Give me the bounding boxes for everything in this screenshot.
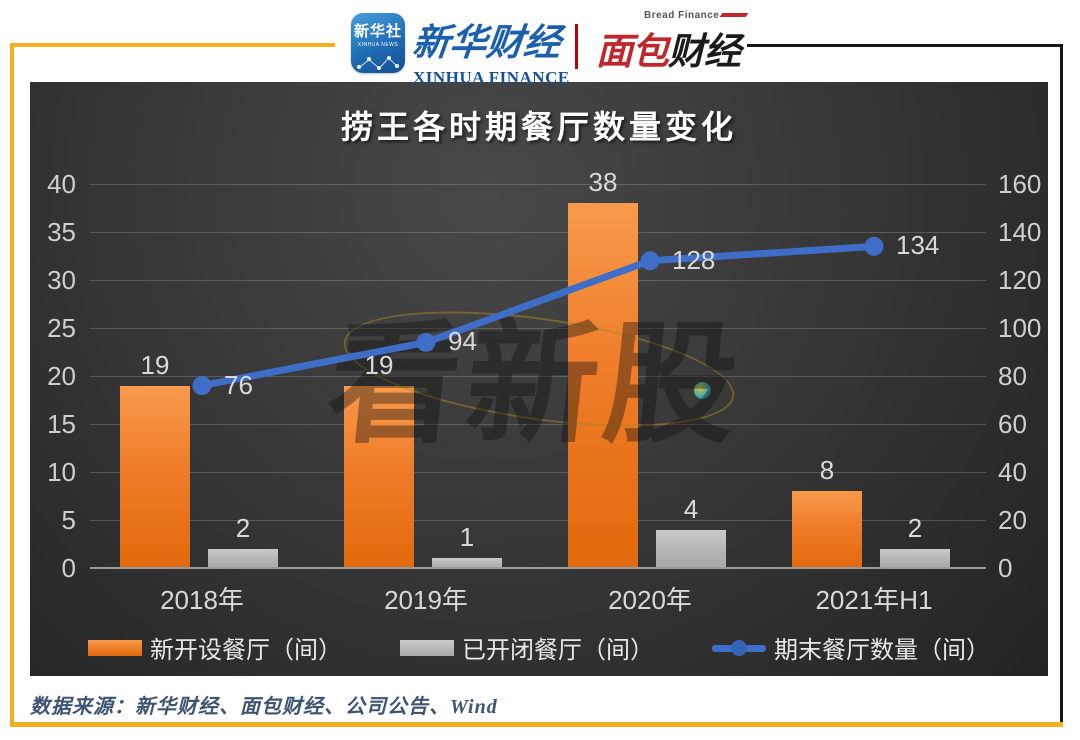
gridline [90, 184, 986, 185]
data-source-note: 数据来源：新华财经、面包财经、公司公告、Wind [30, 696, 498, 718]
bread-finance-cn-label: 面包财经 [596, 31, 741, 72]
x-axis-label: 2021年H1 [815, 585, 933, 615]
x-axis-label: 2019年 [384, 585, 468, 615]
left-axis-tick: 25 [47, 313, 76, 343]
bar-value-label: 38 [588, 167, 618, 198]
left-axis-tick: 0 [61, 553, 76, 583]
bar-value-label: 8 [819, 455, 835, 486]
frame-border-right [1060, 44, 1063, 727]
line-value-label: 134 [896, 230, 940, 261]
xinhua-news-en-label: XINHUA NEWS [357, 42, 399, 48]
right-axis-tick: 140 [998, 217, 1042, 247]
legend-item-1: 新开设餐厅（间） [88, 630, 342, 665]
frame-border-bottom [10, 722, 1063, 727]
right-axis-tick: 40 [998, 457, 1027, 487]
right-axis-tick: 80 [998, 361, 1027, 391]
bar-value-label: 4 [683, 493, 699, 524]
bar-新开设餐厅（间）-2019年 [344, 385, 414, 568]
left-axis-tick: 35 [47, 217, 76, 247]
swoosh-icon [720, 13, 749, 18]
x-axis-label: 2018年 [160, 585, 244, 615]
bar-value-label: 2 [235, 512, 251, 543]
right-axis-tick: 100 [998, 313, 1042, 343]
bar-已开闭餐厅（间）-2020年 [656, 529, 726, 568]
bar-新开设餐厅（间）-2021年H1 [792, 491, 862, 568]
gridline [90, 376, 986, 377]
gridline [90, 280, 986, 281]
line-series [192, 236, 884, 396]
gridline [90, 472, 986, 473]
gridline [90, 328, 986, 329]
gridline [90, 232, 986, 233]
line-value-label: 94 [448, 326, 477, 357]
bar-新开设餐厅（间）-2020年 [568, 203, 638, 568]
logo-divider [575, 24, 578, 69]
left-axis-tick: 30 [47, 265, 76, 295]
line-value-label: 76 [224, 369, 253, 400]
legend-swatch-icon [88, 639, 142, 656]
legend-label: 期末餐厅数量（间） [774, 637, 990, 664]
legend-item-2: 已开闭餐厅（间） [400, 630, 654, 665]
xinhua-finance-en-label: XINHUA FINANCE [413, 68, 570, 87]
chart-legend: 新开设餐厅（间） 已开闭餐厅（间） 期末餐厅数量（间） [30, 630, 1048, 665]
xinhua-news-app-icon: 新华社 XINHUA NEWS [351, 13, 405, 73]
line-value-label: 128 [672, 244, 716, 275]
globe-network-icon [351, 51, 405, 75]
bar-value-label: 2 [907, 512, 923, 543]
xinhua-finance-cn-label: 新华财经 [410, 23, 563, 64]
right-axis-tick: 60 [998, 409, 1027, 439]
right-axis-tick: 120 [998, 265, 1042, 295]
legend-line-icon [712, 639, 766, 657]
left-axis-tick: 20 [47, 361, 76, 391]
bar-value-label: 19 [364, 349, 394, 380]
legend-item-3: 期末餐厅数量（间） [712, 630, 990, 665]
bar-value-label: 19 [140, 349, 170, 380]
xinhua-finance-logo: 新华财经 XINHUA FINANCE [410, 12, 613, 88]
left-axis-tick: 40 [47, 169, 76, 199]
left-axis-tick: 5 [61, 505, 76, 535]
gridline [90, 424, 986, 425]
frame-border-top-left [10, 43, 335, 47]
bar-已开闭餐厅（间）-2019年 [432, 558, 502, 568]
bar-新开设餐厅（间）-2018年 [120, 385, 190, 568]
bar-已开闭餐厅（间）-2021年H1 [880, 548, 950, 568]
frame-border-left [10, 43, 14, 727]
frame-border-top-right [747, 44, 1063, 47]
bar-已开闭餐厅（间）-2018年 [208, 548, 278, 568]
header: 新华社 XINHUA NEWS 新华财经 XINHUA FINANCE Brea… [0, 0, 1080, 87]
right-axis-tick: 20 [998, 505, 1027, 535]
plot-area: 0 5 10 15 20 25 30 35 40 0 20 40 60 80 100 120 140 160 201… [47, 167, 1041, 615]
left-axis-tick: 15 [47, 409, 76, 439]
legend-swatch-icon [400, 639, 454, 656]
bar-value-label: 1 [459, 522, 475, 553]
bread-finance-en-label: Bread Finance [644, 10, 756, 21]
chart-title: 捞王各时期餐厅数量变化 [340, 109, 737, 145]
xinhua-news-cn-label: 新华社 [353, 23, 402, 40]
right-axis-tick: 0 [998, 553, 1013, 583]
legend-label: 新开设餐厅（间） [150, 637, 342, 664]
x-axis-line [90, 567, 986, 569]
gridline [90, 520, 986, 521]
left-axis-tick: 10 [47, 457, 76, 487]
chart-panel: 捞王各时期餐厅数量变化 看新股 0 5 10 15 20 25 30 35 40 0 20 40 60 8… [30, 82, 1048, 676]
x-axis-label: 2020年 [608, 585, 692, 615]
legend-label: 已开闭餐厅（间） [462, 637, 654, 664]
right-axis-tick: 160 [998, 169, 1042, 199]
bread-finance-logo: Bread Finance 面包财经 [596, 10, 756, 75]
